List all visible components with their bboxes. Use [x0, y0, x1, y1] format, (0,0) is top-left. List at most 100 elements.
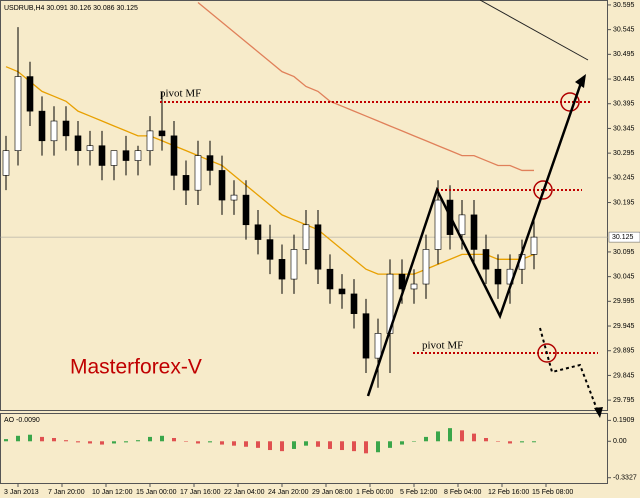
y-tick-label: 30.295	[613, 150, 635, 157]
y-tick-label: 30.045	[613, 273, 635, 280]
ao-bar	[424, 436, 428, 442]
ao-bar	[412, 441, 416, 442]
forecast-path	[366, 79, 584, 397]
ao-bar	[52, 437, 56, 442]
ao-bar	[64, 440, 68, 442]
candle-body	[470, 214, 478, 250]
ao-bar	[208, 441, 212, 443]
candle-body	[98, 145, 106, 166]
ao-frame	[0, 413, 608, 484]
y-tick-label: 30.495	[613, 51, 635, 58]
candle-body	[494, 268, 502, 285]
arrow-head	[594, 407, 603, 418]
target-circle	[537, 343, 557, 363]
x-tick-label: 5 Feb 12:00	[400, 489, 437, 496]
y-tick-label: 30.595	[613, 2, 635, 9]
candle-body	[254, 224, 262, 240]
alt-path	[539, 327, 599, 413]
candle-body	[398, 273, 406, 290]
ao-bar	[196, 441, 200, 444]
candle-body	[314, 224, 322, 270]
candle-body	[218, 170, 226, 201]
candle-body	[482, 249, 490, 270]
ao-tick-label: 0.1909	[613, 417, 635, 424]
candle-body	[530, 236, 538, 255]
ao-bar	[136, 440, 140, 442]
ao-bar	[16, 435, 20, 442]
candle-body	[290, 249, 298, 280]
ao-bar	[112, 441, 116, 444]
y-tick-label: 30.345	[613, 125, 635, 132]
ao-tick-label: 0.00	[613, 438, 627, 445]
x-tick-label: 7 Jan 20:00	[48, 489, 85, 496]
ao-bar	[352, 441, 356, 452]
y-tick-label: 29.995	[613, 298, 635, 305]
ao-bar	[436, 431, 440, 442]
x-tick-label: 15 Feb 08:00	[532, 489, 573, 496]
ao-bar	[448, 428, 452, 442]
ao-bar	[88, 441, 92, 444]
moving-average	[197, 1, 534, 172]
y-tick-label: 29.945	[613, 323, 635, 330]
ao-bar	[460, 430, 464, 442]
candle-body	[170, 135, 178, 176]
candle-body	[182, 175, 190, 191]
ao-bar	[472, 433, 476, 442]
candle-body	[302, 224, 310, 250]
ao-bar	[400, 441, 404, 445]
candle-body	[326, 268, 334, 290]
candle-body	[278, 259, 286, 280]
ao-bar	[364, 441, 368, 454]
y-tick-label: 30.245	[613, 175, 635, 182]
candle-body	[122, 150, 130, 161]
candle-body	[14, 76, 22, 151]
x-tick-label: 15 Jan 00:00	[136, 489, 177, 496]
candle-body	[422, 249, 430, 285]
x-tick-label: 10 Jan 12:00	[92, 489, 133, 496]
ao-bar	[376, 441, 380, 453]
candle-body	[62, 120, 70, 137]
ao-bar	[76, 441, 80, 443]
x-tick-label: 1 Feb 00:00	[356, 489, 393, 496]
y-tick-label: 29.895	[613, 348, 635, 355]
candle-body	[134, 150, 142, 161]
ao-bar	[160, 435, 164, 442]
ao-bar	[520, 441, 524, 443]
target-circle	[533, 180, 553, 200]
moving-average	[5, 66, 535, 275]
ao-bar	[508, 441, 512, 444]
ao-bar	[484, 437, 488, 442]
x-tick-label: 12 Feb 16:00	[488, 489, 529, 496]
candle-body	[434, 199, 442, 250]
ao-bar	[340, 441, 344, 451]
ao-bar	[220, 441, 224, 445]
header: USDRUB,H4 30.091 30.126 30.086 30.125	[4, 5, 138, 12]
ao-label: AO -0.0090	[4, 417, 40, 424]
watermark: Masterforex-V	[70, 356, 202, 379]
ao-bar	[388, 441, 392, 448]
candle-body	[266, 239, 274, 260]
ao-bar	[496, 441, 500, 442]
ao-bar	[184, 441, 188, 442]
candle-body	[2, 150, 10, 176]
current-price-label: 30.125	[612, 234, 634, 241]
candle-body	[50, 120, 58, 142]
ao-bar	[268, 441, 272, 451]
candle-body	[26, 76, 34, 112]
ao-bar	[148, 436, 152, 442]
ao-bar	[28, 434, 32, 442]
ao-bar	[316, 441, 320, 447]
x-tick-label: 3 Jan 2013	[4, 489, 39, 496]
candle-body	[110, 150, 118, 166]
candle-body	[146, 130, 154, 151]
ao-bar	[40, 436, 44, 442]
y-tick-label: 29.795	[613, 397, 635, 404]
candle-body	[86, 145, 94, 151]
x-tick-label: 8 Feb 04:00	[444, 489, 481, 496]
candle-body	[194, 155, 202, 191]
main-frame	[0, 0, 608, 411]
candle-body	[350, 293, 358, 314]
y-tick-label: 30.545	[613, 26, 635, 33]
